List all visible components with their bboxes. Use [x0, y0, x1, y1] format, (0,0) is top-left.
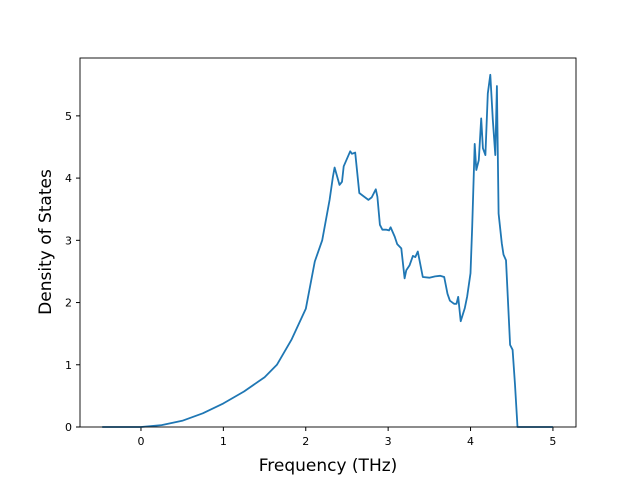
- x-axis-label: Frequency (THz): [259, 456, 398, 476]
- x-tick-label: 2: [302, 435, 309, 448]
- x-tick-label: 5: [549, 435, 556, 448]
- axes-frame: [79, 57, 577, 428]
- y-tick-label: 3: [65, 234, 72, 247]
- y-axis-label: Density of States: [36, 169, 56, 315]
- x-tick-label: 1: [220, 435, 227, 448]
- y-tick-label: 5: [65, 110, 72, 123]
- x-tick-label: 4: [467, 435, 474, 448]
- y-axis-ticks: 0 1 2 3 4 5: [65, 110, 80, 434]
- y-tick-label: 4: [65, 172, 72, 185]
- dos-series-line: [102, 73, 553, 428]
- x-axis-ticks: 0 1 2 3 4 5: [137, 427, 556, 448]
- y-tick-label: 1: [65, 359, 72, 372]
- x-tick-label: 3: [385, 435, 392, 448]
- x-tick-label: 0: [137, 435, 144, 448]
- y-tick-label: 2: [65, 297, 72, 310]
- y-tick-label: 0: [65, 421, 72, 434]
